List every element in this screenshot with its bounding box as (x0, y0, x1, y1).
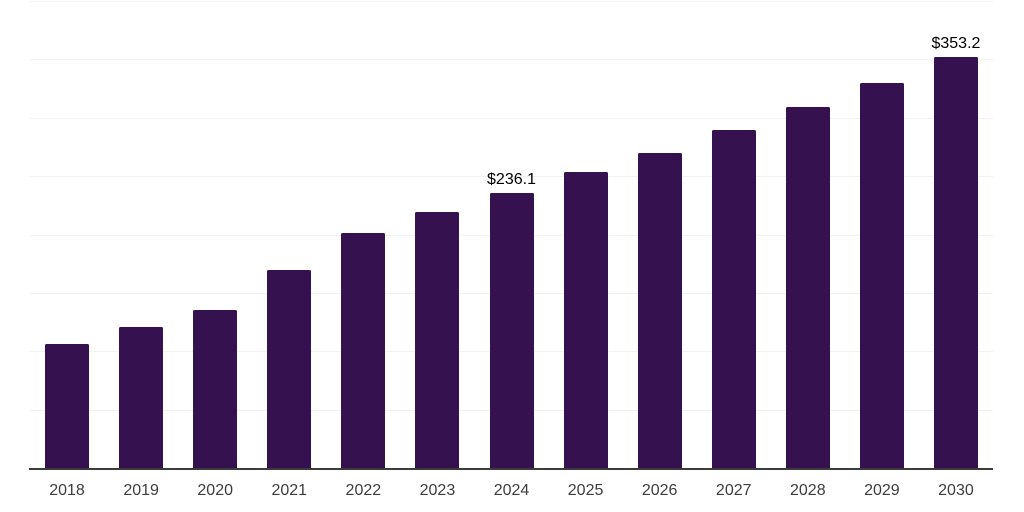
bar-2026[interactable] (637, 152, 682, 469)
bar-2018[interactable] (45, 344, 90, 469)
gridline-350 (30, 59, 993, 61)
x-tick-2026: 2026 (641, 482, 678, 499)
bar-value-label-2030: $353.2 (931, 34, 981, 52)
x-tick-2025: 2025 (567, 482, 604, 499)
x-tick-2019: 2019 (123, 482, 159, 499)
x-tick-2020: 2020 (197, 482, 233, 499)
gridline-400 (30, 1, 993, 2)
x-axis-line (29, 468, 993, 470)
x-tick-2028: 2028 (790, 482, 826, 499)
bar-2022[interactable] (341, 233, 386, 469)
x-tick-2021: 2021 (271, 482, 308, 499)
x-axis: 2018 2019 2020 2021 2022 2023 2024 2025 2026 2027… (30, 481, 993, 505)
bar-2020[interactable] (193, 310, 238, 469)
x-tick-2030: 2030 (938, 482, 974, 499)
bar-2029[interactable] (859, 82, 904, 469)
gridline-250 (30, 176, 993, 178)
x-tick-2023: 2023 (419, 482, 456, 499)
bar-2019[interactable] (119, 327, 164, 469)
x-tick-2027: 2027 (715, 482, 752, 499)
bar-2021[interactable] (267, 269, 312, 469)
x-tick-2022: 2022 (345, 482, 382, 499)
bar-value-label-2024: $236.1 (487, 171, 536, 189)
x-tick-2029: 2029 (864, 482, 900, 499)
bar-2025[interactable] (563, 172, 608, 469)
bar-2027[interactable] (711, 130, 756, 469)
x-tick-2024: 2024 (493, 482, 530, 499)
gridline-300 (30, 117, 993, 119)
bar-2028[interactable] (785, 107, 830, 469)
plot-area: $236.1 $353.2 (30, 1, 993, 469)
bar-2030[interactable]: $353.2 (931, 35, 980, 469)
x-tick-2018: 2018 (49, 482, 85, 499)
bar-2024[interactable]: $236.1 (487, 171, 536, 469)
bar-2023[interactable] (415, 212, 460, 469)
